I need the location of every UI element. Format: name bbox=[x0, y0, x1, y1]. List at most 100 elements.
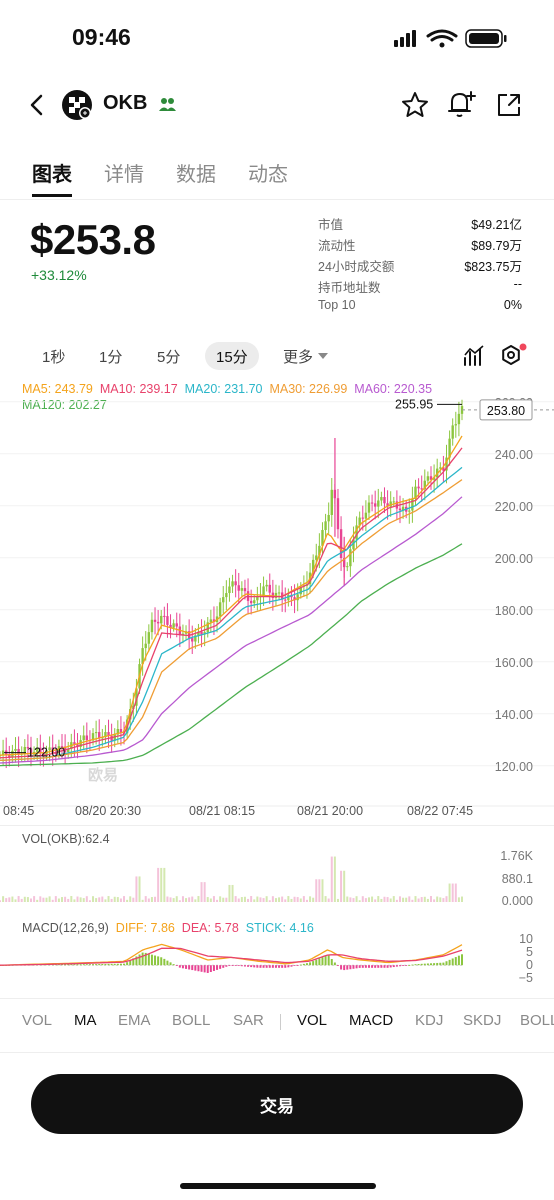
indicator-tab-ma[interactable]: MA bbox=[74, 1012, 97, 1029]
volume-bar bbox=[188, 897, 191, 902]
macd-histogram-bar bbox=[256, 965, 259, 968]
volume-bar bbox=[209, 898, 212, 902]
volume-bar bbox=[54, 896, 57, 902]
volume-bar bbox=[181, 896, 184, 902]
interval-more[interactable]: 更多 bbox=[283, 349, 314, 366]
candle-body bbox=[364, 512, 368, 519]
macd-histogram-bar bbox=[157, 956, 160, 966]
macd-histogram-bar bbox=[451, 958, 454, 966]
volume-bar bbox=[336, 898, 339, 902]
volume-bar bbox=[42, 897, 45, 902]
indicator-tab-boll-sub[interactable]: BOLL bbox=[520, 1012, 554, 1029]
favorite-star-icon[interactable] bbox=[401, 91, 429, 119]
candle-body bbox=[181, 633, 185, 635]
volume-bar bbox=[113, 896, 116, 902]
trade-button[interactable]: 交易 bbox=[31, 1074, 523, 1134]
macd-histogram-bar bbox=[423, 963, 426, 966]
tab-activity[interactable]: 动态 bbox=[248, 164, 288, 186]
share-icon[interactable] bbox=[495, 91, 523, 119]
macd-histogram-bar bbox=[169, 962, 172, 966]
interval-5m[interactable]: 5分 bbox=[157, 349, 181, 366]
candle-body bbox=[135, 688, 138, 706]
stat-label-24h-volume: 24小时成交额 bbox=[318, 260, 395, 274]
back-icon[interactable] bbox=[26, 93, 48, 117]
candle-body bbox=[249, 600, 253, 604]
candle-body bbox=[23, 746, 27, 754]
candle-body bbox=[222, 597, 225, 603]
volume-bar bbox=[318, 879, 321, 902]
macd-histogram-bar bbox=[405, 965, 408, 966]
candle-body bbox=[166, 616, 169, 625]
price-chart[interactable]: 260.00240.00220.00200.00180.00160.00140.… bbox=[0, 376, 554, 824]
macd-histogram-bar bbox=[234, 965, 237, 966]
interval-1m[interactable]: 1分 bbox=[99, 349, 123, 366]
stat-value-24h-volume: $823.75万 bbox=[464, 260, 522, 274]
chevron-down-icon bbox=[318, 353, 328, 359]
macd-histogram-bar bbox=[296, 965, 299, 966]
tab-details[interactable]: 详情 bbox=[104, 164, 144, 186]
price-alert-bell-icon[interactable] bbox=[447, 89, 477, 119]
indicator-tab-vol-main[interactable]: VOL bbox=[22, 1012, 53, 1029]
indicator-tab-boll-main[interactable]: BOLL bbox=[172, 1012, 211, 1029]
candle-body bbox=[129, 709, 132, 720]
ma30-label: MA30: 226.99 bbox=[269, 382, 348, 396]
volume-bar bbox=[405, 897, 408, 902]
macd-tick-label: 5 bbox=[526, 945, 533, 959]
candle-body bbox=[417, 486, 420, 489]
indicator-chart-icon[interactable] bbox=[462, 344, 486, 368]
candle-body bbox=[327, 514, 330, 522]
candle-body bbox=[423, 480, 426, 490]
macd-histogram-bar bbox=[92, 964, 95, 966]
volume-bar bbox=[64, 896, 67, 902]
macd-histogram-bar bbox=[228, 965, 231, 966]
indicator-tab-skdj[interactable]: SKDJ bbox=[463, 1012, 502, 1029]
macd-histogram-bar bbox=[305, 963, 308, 966]
volume-bar bbox=[129, 896, 132, 902]
macd-histogram-bar bbox=[395, 965, 398, 967]
macd-stick-label: STICK: 4.16 bbox=[245, 921, 314, 935]
tab-chart[interactable]: 图表 bbox=[32, 164, 72, 186]
candle-body bbox=[318, 545, 321, 556]
interval-1s[interactable]: 1秒 bbox=[42, 349, 66, 366]
volume-bar bbox=[231, 884, 234, 902]
volume-bar bbox=[271, 896, 274, 902]
candle-body bbox=[169, 624, 172, 628]
macd-histogram-bar bbox=[64, 964, 67, 966]
macd-histogram-bar bbox=[442, 962, 445, 966]
volume-bar bbox=[95, 898, 98, 902]
macd-histogram-bar bbox=[318, 958, 321, 966]
candle-body bbox=[339, 529, 343, 558]
indicator-tab-sar[interactable]: SAR bbox=[233, 1012, 264, 1029]
y-tick-label: 180.00 bbox=[495, 604, 533, 618]
chart-settings-icon[interactable] bbox=[500, 343, 530, 369]
candle-body bbox=[160, 615, 163, 624]
volume-bar bbox=[265, 896, 268, 902]
indicator-tab-kdj[interactable]: KDJ bbox=[415, 1012, 444, 1029]
candle-body bbox=[445, 457, 448, 471]
macd-histogram-bar bbox=[448, 959, 451, 966]
volume-bar bbox=[290, 898, 293, 902]
candle-body bbox=[411, 499, 414, 511]
candle-body bbox=[42, 752, 45, 757]
tab-data[interactable]: 数据 bbox=[176, 164, 216, 186]
indicator-tab-macd[interactable]: MACD bbox=[349, 1012, 394, 1029]
volume-bar bbox=[414, 896, 417, 902]
candle-body bbox=[346, 566, 349, 568]
volume-bar bbox=[23, 896, 26, 902]
stat-value-holders: -- bbox=[513, 277, 522, 291]
volume-bar bbox=[123, 896, 126, 902]
macd-histogram-bar bbox=[262, 965, 265, 968]
macd-histogram-bar bbox=[336, 965, 339, 967]
interval-15m[interactable]: 15分 bbox=[216, 349, 248, 366]
ma20-label: MA20: 231.70 bbox=[184, 382, 263, 396]
candle-body bbox=[401, 506, 405, 511]
indicator-tab-ema[interactable]: EMA bbox=[118, 1012, 151, 1029]
macd-histogram-bar bbox=[346, 965, 349, 970]
volume-chart[interactable]: 1.76K 880.1 0.000 bbox=[0, 846, 554, 910]
candle-body bbox=[54, 752, 58, 754]
indicator-tab-vol-sub[interactable]: VOL bbox=[297, 1012, 328, 1029]
volume-bar bbox=[442, 898, 445, 902]
macd-histogram-bar bbox=[240, 965, 243, 967]
x-tick-label: 08:45 bbox=[3, 804, 34, 818]
